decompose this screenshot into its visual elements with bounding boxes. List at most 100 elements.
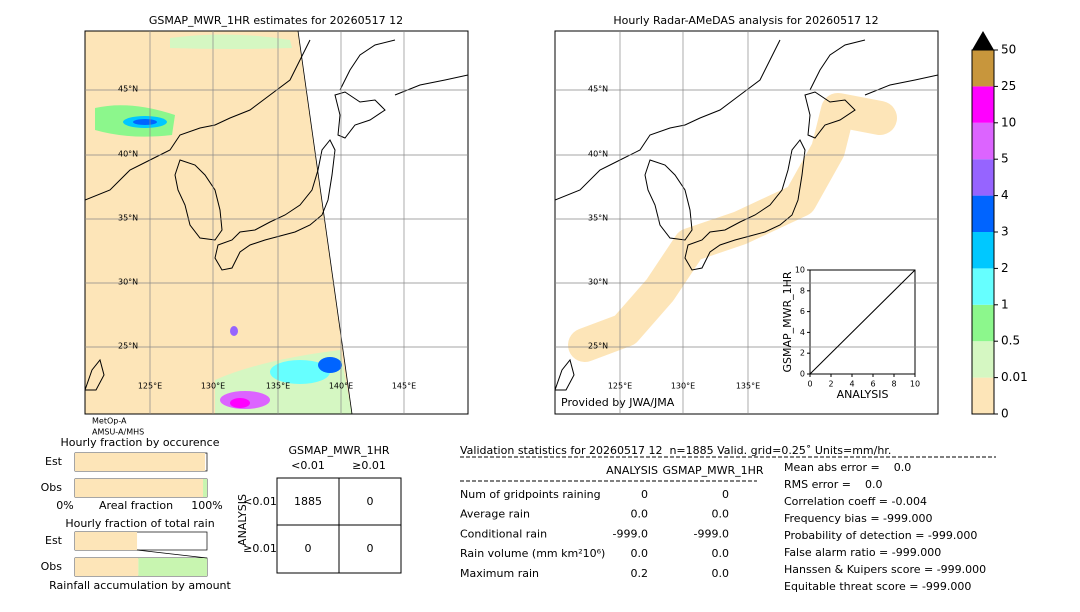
table-title: GSMAP_MWR_1HR — [288, 444, 389, 457]
y-tick-label: 4 — [800, 328, 805, 337]
score: Probability of detection = -999.000 — [784, 529, 977, 542]
lat-label: 40°N — [588, 150, 608, 159]
row-header: <0.01 — [243, 495, 277, 508]
cell: 0.2 — [631, 567, 649, 580]
credit: Provided by JWA/JMA — [561, 396, 675, 409]
colorbar-label: 25 — [1001, 79, 1016, 93]
lon-label: 135°E — [736, 382, 760, 391]
bar-segment — [75, 532, 138, 550]
map-title: GSMAP_MWR_1HR estimates for 20260517 12 — [149, 14, 403, 27]
axis-label: 100% — [191, 499, 222, 512]
x-axis-label: ANALYSIS — [837, 388, 889, 401]
colorbar-band — [972, 86, 994, 123]
bar-segment — [75, 479, 204, 497]
connector — [136, 549, 208, 559]
colorbar-band — [972, 159, 994, 196]
lon-label: 140°E — [329, 382, 353, 391]
cell: 0 — [722, 488, 729, 501]
colorbar-label: 3 — [1001, 225, 1009, 239]
cell: 0.0 — [712, 508, 730, 521]
col-header: GSMAP_MWR_1HR — [662, 464, 763, 477]
colorbar-label: 0 — [1001, 407, 1009, 421]
score: Mean abs error = 0.0 — [784, 461, 911, 474]
cell: 0.0 — [712, 547, 730, 560]
colorbar-label: 1 — [1001, 297, 1009, 311]
x-tick-label: 0 — [807, 380, 812, 389]
y-axis-label: GSMAP_MWR_1HR — [781, 271, 794, 372]
row-label: Average rain — [460, 508, 530, 521]
cell: 1885 — [294, 495, 322, 508]
row-axis: ANALYSIS — [236, 494, 249, 546]
cell: 0 — [367, 542, 374, 555]
colorbar-band — [972, 232, 994, 269]
colorbar-band — [972, 50, 994, 87]
y-tick-label: 0 — [800, 370, 805, 379]
right-map — [555, 31, 938, 414]
col-header: ANALYSIS — [606, 464, 658, 477]
colorbar-band — [972, 341, 994, 378]
colorbar-band — [972, 377, 994, 414]
lat-label: 45°N — [118, 85, 138, 94]
cell: -999.0 — [613, 527, 648, 540]
colorbar-band — [972, 195, 994, 232]
lon-label: 125°E — [138, 382, 162, 391]
colorbar-label: 10 — [1001, 115, 1016, 129]
row-label: Obs — [41, 481, 63, 494]
cell: 0 — [305, 542, 312, 555]
axis-label: Areal fraction — [99, 499, 173, 512]
score: False alarm ratio = -999.000 — [784, 546, 941, 559]
panel-title: Hourly fraction by occurence — [61, 436, 220, 449]
bar-segment — [75, 453, 206, 471]
lat-label: 25°N — [588, 342, 608, 351]
bar-segment — [75, 558, 139, 576]
score: Correlation coeff = -0.004 — [784, 495, 927, 508]
diagonal — [809, 269, 916, 375]
y-tick-label: 6 — [800, 307, 805, 316]
lat-label: 30°N — [588, 278, 608, 287]
x-tick-label: 10 — [910, 380, 920, 389]
row-label: Maximum rain — [460, 567, 539, 580]
colorbar-label: 2 — [1001, 261, 1009, 275]
score: Frequency bias = -999.000 — [784, 512, 933, 525]
colorbar-label: 0.01 — [1001, 370, 1028, 384]
x-tick-label: 4 — [849, 380, 854, 389]
x-tick-label: 2 — [828, 380, 833, 389]
validation-header: Validation statistics for 20260517 12 n=… — [460, 444, 891, 457]
colorbar-band — [972, 268, 994, 305]
score: Equitable threat score = -999.000 — [784, 580, 971, 593]
lat-label: 35°N — [118, 214, 138, 223]
x-tick-label: 6 — [870, 380, 875, 389]
lat-label: 45°N — [588, 85, 608, 94]
colorbar-extend — [972, 31, 994, 50]
y-tick-label: 8 — [800, 286, 805, 295]
cell: 0.0 — [631, 508, 649, 521]
lat-label: 35°N — [588, 214, 608, 223]
colorbar-label: 50 — [1001, 43, 1016, 57]
score: RMS error = 0.0 — [784, 478, 882, 491]
x-tick-label: 8 — [891, 380, 896, 389]
colorbar-band — [972, 304, 994, 342]
lon-label: 135°E — [266, 382, 290, 391]
lon-label: 130°E — [671, 382, 695, 391]
lat-label: 40°N — [118, 150, 138, 159]
col-header: <0.01 — [291, 459, 325, 472]
cell: 0.0 — [631, 547, 649, 560]
panel-footer: Rainfall accumulation by amount — [49, 579, 231, 592]
map-title: Hourly Radar-AMeDAS analysis for 2026051… — [613, 14, 878, 27]
lon-label: 130°E — [201, 382, 225, 391]
row-label: Est — [45, 455, 63, 468]
row-label: Rain volume (mm km²10⁶) — [460, 547, 605, 560]
sensor: MetOp-A — [92, 417, 127, 426]
axis-label: 0% — [56, 499, 73, 512]
col-header: ≥0.01 — [352, 459, 386, 472]
row-header: ≥0.01 — [243, 542, 277, 555]
y-tick-label: 10 — [795, 266, 805, 275]
colorbar-band — [972, 122, 994, 160]
score: Hanssen & Kuipers score = -999.000 — [784, 563, 986, 576]
left-map — [85, 31, 468, 414]
cell: -999.0 — [694, 527, 729, 540]
lat-label: 30°N — [118, 278, 138, 287]
colorbar-label: 0.5 — [1001, 334, 1020, 348]
colorbar-label: 4 — [1001, 188, 1009, 202]
